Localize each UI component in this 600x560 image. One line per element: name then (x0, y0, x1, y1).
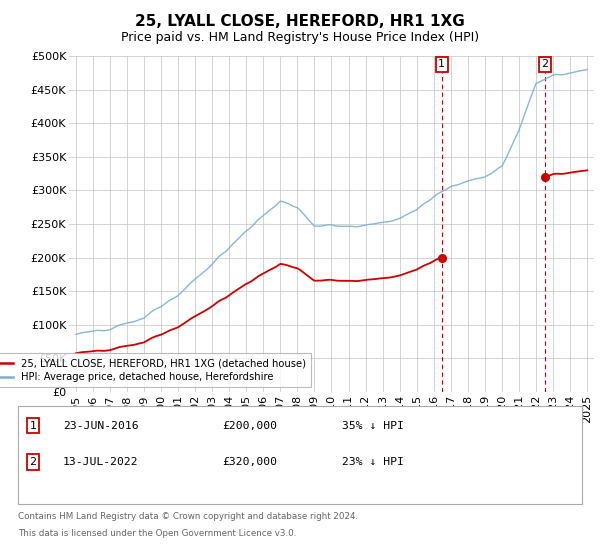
Text: £200,000: £200,000 (222, 421, 277, 431)
Text: 13-JUL-2022: 13-JUL-2022 (63, 457, 139, 467)
Text: This data is licensed under the Open Government Licence v3.0.: This data is licensed under the Open Gov… (18, 529, 296, 538)
Text: Contains HM Land Registry data © Crown copyright and database right 2024.: Contains HM Land Registry data © Crown c… (18, 512, 358, 521)
Text: 23% ↓ HPI: 23% ↓ HPI (342, 457, 404, 467)
Legend: 25, LYALL CLOSE, HEREFORD, HR1 1XG (detached house), HPI: Average price, detache: 25, LYALL CLOSE, HEREFORD, HR1 1XG (deta… (0, 353, 311, 387)
Text: 1: 1 (438, 59, 445, 69)
Text: £320,000: £320,000 (222, 457, 277, 467)
Text: 23-JUN-2016: 23-JUN-2016 (63, 421, 139, 431)
Text: 25, LYALL CLOSE, HEREFORD, HR1 1XG: 25, LYALL CLOSE, HEREFORD, HR1 1XG (135, 14, 465, 29)
Text: 2: 2 (29, 457, 37, 467)
Text: Price paid vs. HM Land Registry's House Price Index (HPI): Price paid vs. HM Land Registry's House … (121, 31, 479, 44)
Text: 2: 2 (542, 59, 548, 69)
Text: 1: 1 (29, 421, 37, 431)
Text: 35% ↓ HPI: 35% ↓ HPI (342, 421, 404, 431)
